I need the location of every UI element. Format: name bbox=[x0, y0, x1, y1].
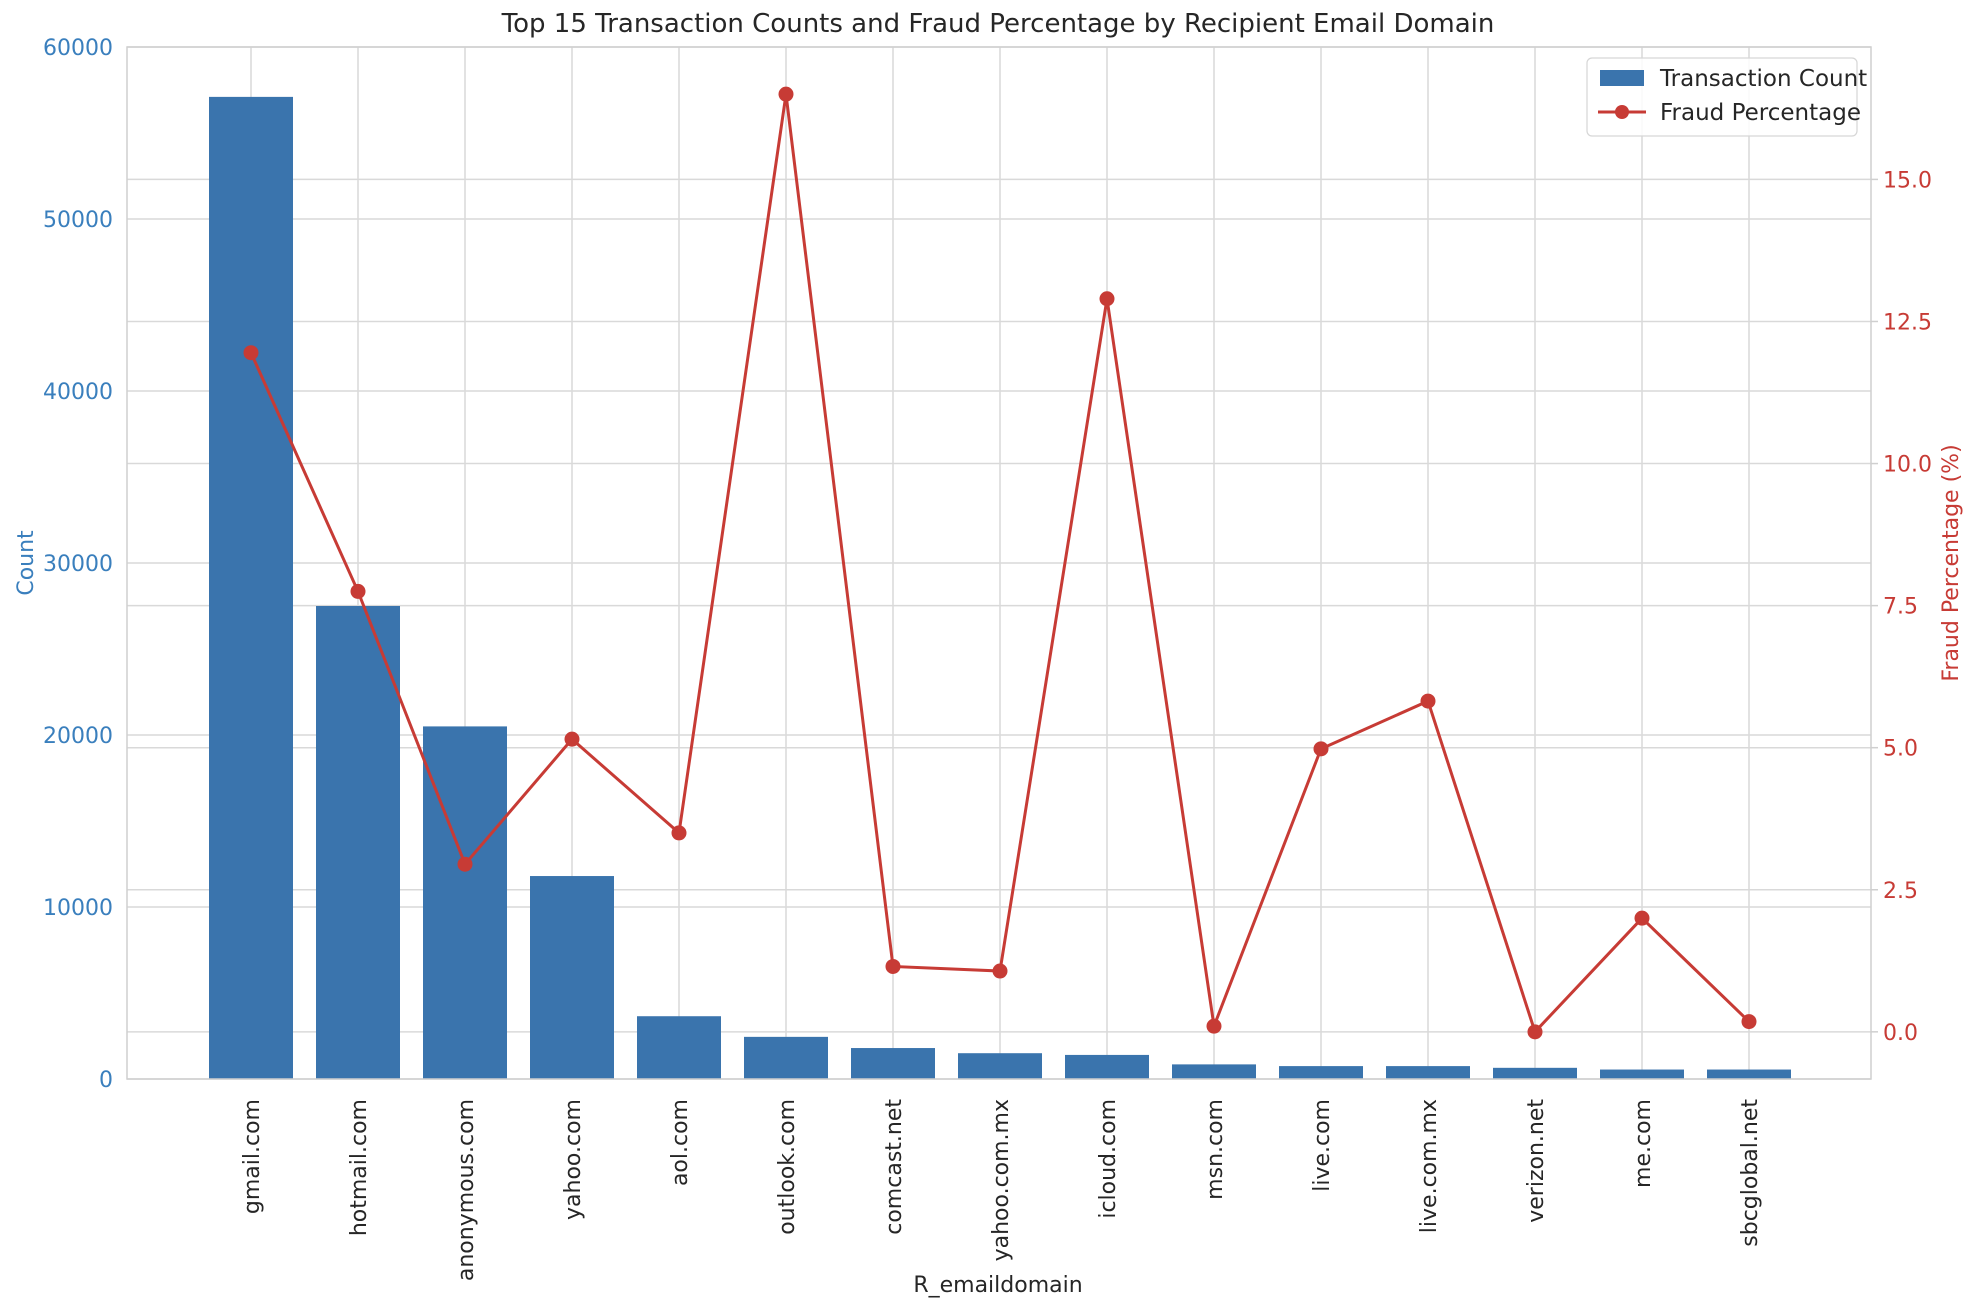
legend: Transaction Count Fraud Percentage bbox=[1586, 57, 1867, 137]
x-tick-label: outlook.com bbox=[775, 1099, 800, 1235]
bar-outlook.com bbox=[744, 1036, 828, 1079]
fraud-point-live.com.mx bbox=[1420, 693, 1436, 709]
x-tick-label: hotmail.com bbox=[347, 1099, 372, 1236]
bar-sbcglobal.net bbox=[1707, 1069, 1791, 1079]
fraud-point-comcast.net bbox=[885, 958, 901, 974]
bar-series bbox=[209, 96, 1791, 1079]
fraud-point-yahoo.com.mx bbox=[992, 963, 1008, 979]
right-tick-label: 10.0 bbox=[1883, 453, 1932, 478]
plot-frame bbox=[126, 46, 1872, 1080]
x-tick-label: me.com bbox=[1631, 1099, 1656, 1188]
bar-me.com bbox=[1600, 1069, 1684, 1079]
left-tick-label: 60000 bbox=[43, 36, 113, 61]
right-axis-label: Fraud Percentage (%) bbox=[1939, 444, 1964, 681]
fraud-point-sbcglobal.net bbox=[1741, 1014, 1757, 1030]
bar-hotmail.com bbox=[316, 606, 400, 1079]
x-axis-label: R_emaildomain bbox=[913, 1273, 1082, 1298]
right-axis-ticks: 0.0 2.5 5.0 7.5 10.0 12.5 15.0 bbox=[1871, 168, 1932, 1046]
line-series bbox=[243, 86, 1757, 1040]
bar-aol.com bbox=[637, 1016, 721, 1079]
x-tick-label: verizon.net bbox=[1524, 1099, 1549, 1223]
bar-verizon.net bbox=[1493, 1067, 1577, 1079]
x-tick-label: live.com bbox=[1310, 1099, 1335, 1192]
left-tick-label: 0 bbox=[99, 1068, 113, 1093]
x-tick-label: icloud.com bbox=[1096, 1099, 1121, 1219]
fraud-point-aol.com bbox=[671, 825, 687, 841]
fraud-point-yahoo.com bbox=[564, 731, 580, 747]
right-tick-label: 5.0 bbox=[1883, 737, 1918, 762]
chart-title: Top 15 Transaction Counts and Fraud Perc… bbox=[501, 9, 1495, 39]
bar-anonymous.com bbox=[423, 726, 507, 1079]
left-tick-label: 20000 bbox=[43, 724, 113, 749]
fraud-point-outlook.com bbox=[778, 86, 794, 102]
x-tick-label: sbcglobal.net bbox=[1738, 1099, 1763, 1247]
left-axis-label: Count bbox=[14, 530, 39, 596]
right-tick-label: 2.5 bbox=[1883, 879, 1918, 904]
x-tick-label: anonymous.com bbox=[454, 1099, 479, 1281]
x-gridlines bbox=[250, 47, 1750, 1079]
bar-gmail.com bbox=[209, 96, 293, 1079]
bar-comcast.net bbox=[851, 1048, 935, 1079]
x-tick-label: gmail.com bbox=[240, 1099, 265, 1214]
legend-label-transaction-count: Transaction Count bbox=[1659, 66, 1867, 92]
right-tick-label: 0.0 bbox=[1883, 1021, 1918, 1046]
left-axis-ticks: 0 10000 20000 30000 40000 50000 60000 bbox=[43, 36, 113, 1093]
fraud-point-anonymous.com bbox=[457, 856, 473, 872]
left-tick-label: 10000 bbox=[43, 896, 113, 921]
fraud-point-live.com bbox=[1313, 741, 1329, 757]
x-tick-label: live.com.mx bbox=[1417, 1099, 1442, 1233]
bar-msn.com bbox=[1172, 1064, 1256, 1079]
legend-bar-swatch bbox=[1600, 70, 1644, 86]
fraud-point-verizon.net bbox=[1527, 1024, 1543, 1040]
x-tick-label: comcast.net bbox=[882, 1099, 907, 1235]
x-axis-ticks: gmail.com hotmail.com anonymous.com yahoo.c… bbox=[240, 1099, 1763, 1281]
bar-icloud.com bbox=[1065, 1054, 1149, 1079]
right-tick-label: 12.5 bbox=[1883, 310, 1932, 335]
left-tick-label: 30000 bbox=[43, 552, 113, 577]
fraud-point-icloud.com bbox=[1099, 291, 1115, 307]
bar-live.com.mx bbox=[1386, 1066, 1470, 1079]
x-tick-label: aol.com bbox=[668, 1099, 693, 1186]
right-gridlines bbox=[127, 178, 1871, 1033]
fraud-point-msn.com bbox=[1206, 1018, 1222, 1034]
bar-yahoo.com.mx bbox=[958, 1053, 1042, 1079]
right-tick-label: 15.0 bbox=[1883, 168, 1932, 193]
x-tick-label: yahoo.com bbox=[561, 1099, 586, 1220]
right-tick-label: 7.5 bbox=[1883, 595, 1918, 620]
fraud-point-hotmail.com bbox=[350, 583, 366, 599]
legend-line-marker bbox=[1615, 105, 1629, 119]
fraud-point-gmail.com bbox=[243, 345, 259, 361]
bar-yahoo.com bbox=[530, 876, 614, 1079]
left-tick-label: 50000 bbox=[43, 208, 113, 233]
x-tick-label: msn.com bbox=[1203, 1099, 1228, 1200]
x-tick-label: yahoo.com.mx bbox=[989, 1099, 1014, 1261]
bar-live.com bbox=[1279, 1066, 1363, 1079]
left-tick-label: 40000 bbox=[43, 380, 113, 405]
fraud-point-me.com bbox=[1634, 910, 1650, 926]
legend-label-fraud-percentage: Fraud Percentage bbox=[1660, 100, 1861, 126]
legend-frame bbox=[1586, 57, 1858, 137]
